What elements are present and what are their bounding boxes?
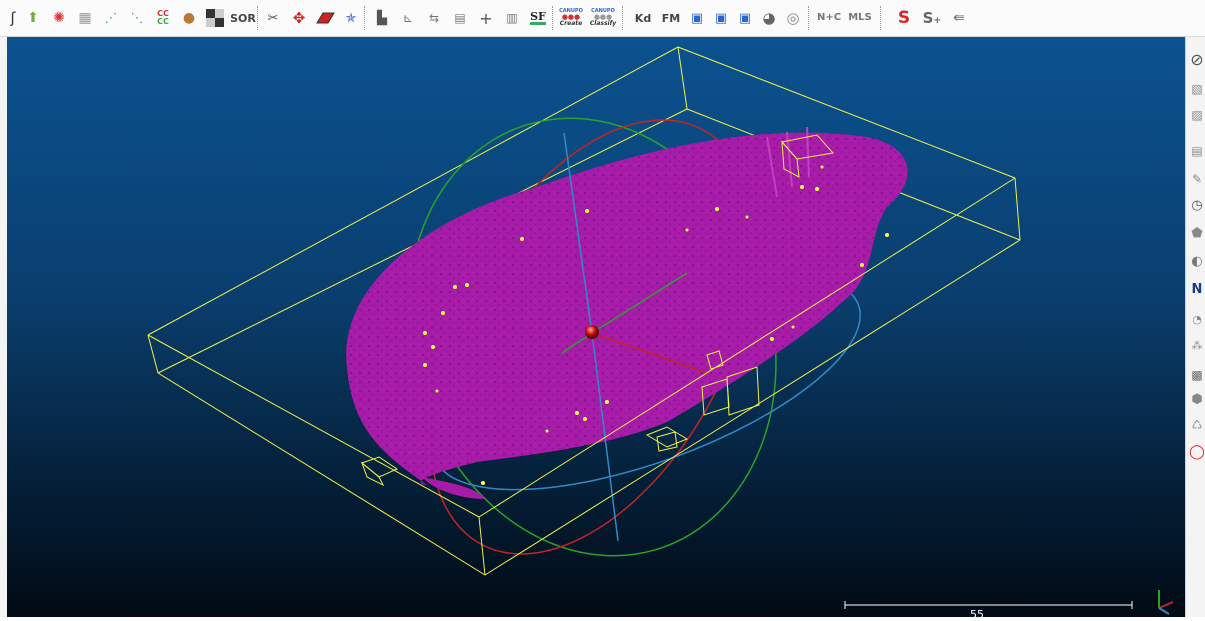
canupo-create-label: Create xyxy=(559,20,583,27)
toolbar-separator xyxy=(880,6,881,30)
msc-icon[interactable]: ⁂ xyxy=(1191,338,1203,352)
photo-icon[interactable]: ▩ xyxy=(1191,368,1203,382)
plus-icon[interactable]: + xyxy=(479,8,493,28)
checker-icon xyxy=(206,9,224,27)
nc-label: N+C xyxy=(816,12,842,23)
scale-bar-label: 55 xyxy=(970,608,984,621)
n-label: N xyxy=(1191,281,1203,297)
canupo-classify-label: Classify xyxy=(589,20,617,27)
3d-viewport[interactable] xyxy=(7,37,1185,617)
left-panel-edge xyxy=(0,37,7,617)
fm-label: FM xyxy=(661,11,681,25)
kd-tree-button[interactable]: Kd xyxy=(630,6,656,30)
sf-list-icon[interactable]: ▥ xyxy=(506,11,518,25)
canupo-create-button[interactable]: CANUPO ●●● Create xyxy=(557,6,585,30)
export-pdf-icon[interactable]: ▣ xyxy=(714,10,728,26)
scene-canvas[interactable] xyxy=(7,37,1185,617)
toolbar-separator xyxy=(622,6,623,30)
histogram-icon[interactable]: ▙ xyxy=(377,10,387,26)
view-toolbar: ⊘ ▧ ▨ ▤ ✎ ◷ ⬟ ◐ N ◔ ⁂ ▩ ⬢ ♺ ◯ xyxy=(1185,37,1205,617)
axis-triad xyxy=(1158,590,1174,615)
compare-icon[interactable]: ⇚ xyxy=(953,10,965,26)
normals-icon[interactable]: ⬆ xyxy=(27,10,39,26)
no-icon[interactable]: ⊘ xyxy=(1190,49,1204,69)
sf-colorize-button[interactable]: SF xyxy=(527,6,549,30)
bunny-icon[interactable]: ● xyxy=(182,10,196,26)
edl-icon[interactable]: ▧ xyxy=(1191,82,1203,96)
globe-icon[interactable]: ◎ xyxy=(786,9,800,27)
export-image-icon[interactable]: ▣ xyxy=(690,10,704,26)
canupo-classify-top: CANUPO xyxy=(591,8,615,14)
toolbar-separator xyxy=(552,6,553,30)
subsample-icon[interactable]: ▦ xyxy=(78,10,92,26)
segment-plane-icon[interactable] xyxy=(314,6,336,30)
rotate-view-icon[interactable]: ♺ xyxy=(1191,418,1203,432)
mls-button[interactable]: MLS xyxy=(846,6,874,30)
mls-label: MLS xyxy=(848,12,872,23)
canupo-classify-dots: ●●● xyxy=(593,13,613,21)
shield-icon[interactable]: ⬟ xyxy=(1191,225,1203,241)
normal-n-button[interactable]: N xyxy=(1188,279,1205,299)
sphere-icon[interactable]: ◕ xyxy=(762,9,776,27)
object-boxes xyxy=(360,134,834,487)
ssao-icon[interactable]: ▨ xyxy=(1191,108,1203,122)
sf-label: SF xyxy=(530,10,546,25)
sf-gradient-icon[interactable]: ⊾ xyxy=(402,11,414,25)
cloud-cloud-distance-button[interactable]: CC CC xyxy=(152,6,174,30)
kd-label: Kd xyxy=(634,11,652,25)
nc-normals-button[interactable]: N+C xyxy=(815,6,843,30)
point-picking-icon[interactable]: ✯ xyxy=(345,10,357,26)
fast-marching-button[interactable]: FM xyxy=(658,6,684,30)
canupo-create-top: CANUPO xyxy=(559,8,583,14)
scale-bar xyxy=(844,601,1133,609)
export-csv-icon[interactable]: ▣ xyxy=(738,10,752,26)
toolbar-separator xyxy=(808,6,809,30)
sf-arithmetic-icon[interactable]: ▤ xyxy=(454,11,466,25)
cc-label-top: CC xyxy=(157,9,169,18)
toolbar-separator xyxy=(257,6,258,30)
pencil-icon[interactable]: ✎ xyxy=(1191,172,1203,186)
cc-label-bottom: CC xyxy=(157,17,169,26)
lasso-icon[interactable]: ◯ xyxy=(1189,444,1205,460)
bounding-box-front xyxy=(147,177,1021,576)
delaunay-icon[interactable]: ⋰ xyxy=(104,10,118,26)
surface-icon[interactable]: S xyxy=(897,8,911,28)
surface-plus-icon[interactable]: S₊ xyxy=(922,9,942,27)
yellow-highlights xyxy=(423,165,889,485)
sor-filter-button[interactable]: SOR xyxy=(230,6,256,30)
toolbar-separator xyxy=(364,6,365,30)
spline-icon[interactable]: ʃ xyxy=(10,9,16,27)
s-shader-icon[interactable]: ◐ xyxy=(1191,253,1203,269)
canupo-classify-button[interactable]: CANUPO ●●● Classify xyxy=(589,6,617,30)
checkerboard-icon[interactable] xyxy=(204,6,226,30)
translate-rotate-icon[interactable]: ✥ xyxy=(292,9,306,27)
main-toolbar: ʃ ⬆ ✺ ▦ ⋰ ⋱ CC CC ● SOR ✂ ✥ ✯ ▙ ⊾ ⇆ ▤ + … xyxy=(0,0,1205,37)
sf-filter-icon[interactable]: ⇆ xyxy=(428,11,440,25)
film-icon[interactable]: ▤ xyxy=(1191,144,1203,158)
trackball-center[interactable] xyxy=(585,325,599,339)
hexagon-icon[interactable]: ⬢ xyxy=(1191,391,1203,407)
clock-icon[interactable]: ◷ xyxy=(1191,197,1203,213)
mesh-icon[interactable]: ⋱ xyxy=(130,10,144,26)
sample-points-icon[interactable]: ✺ xyxy=(53,10,65,26)
sor-label: SOR xyxy=(230,11,256,25)
point-cloud xyxy=(346,126,908,499)
scissors-icon[interactable]: ✂ xyxy=(267,10,279,26)
canupo-create-dots: ●●● xyxy=(561,13,581,21)
hbr-icon[interactable]: ◔ xyxy=(1192,312,1202,326)
plane-icon xyxy=(316,12,335,24)
